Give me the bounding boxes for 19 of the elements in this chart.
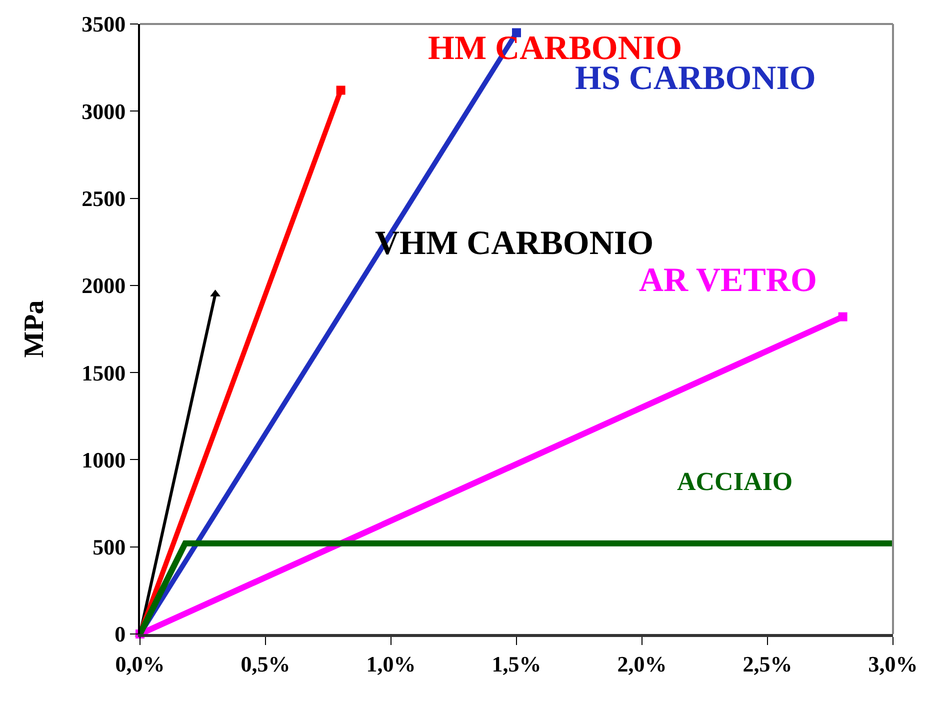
y-axis-title: MPa: [18, 300, 50, 358]
y-tick-label: 0: [114, 622, 126, 647]
y-tick-label: 3500: [82, 12, 126, 37]
series-label: HS CARBONIO: [575, 60, 816, 97]
y-tick-label: 1500: [82, 360, 126, 386]
series-label: AR VETRO: [639, 262, 817, 299]
x-tick-label: 1,5%: [492, 651, 542, 676]
x-tick-label: 2,5%: [742, 651, 792, 676]
series-label: ACCIAIO: [677, 467, 793, 496]
x-tick-label: 0,5%: [240, 651, 290, 676]
x-tick-label: 1,0%: [366, 651, 416, 676]
y-tick-label: 2500: [82, 186, 126, 211]
y-tick-label: 1000: [82, 447, 126, 472]
x-tick-label: 0,0%: [115, 651, 165, 676]
y-tick-label: 500: [92, 534, 126, 560]
y-tick-label: 2000: [82, 273, 126, 298]
x-tick-label: 3,0%: [868, 651, 918, 676]
y-tick-label: 3000: [82, 98, 126, 124]
x-tick-label: 2,0%: [617, 651, 667, 676]
